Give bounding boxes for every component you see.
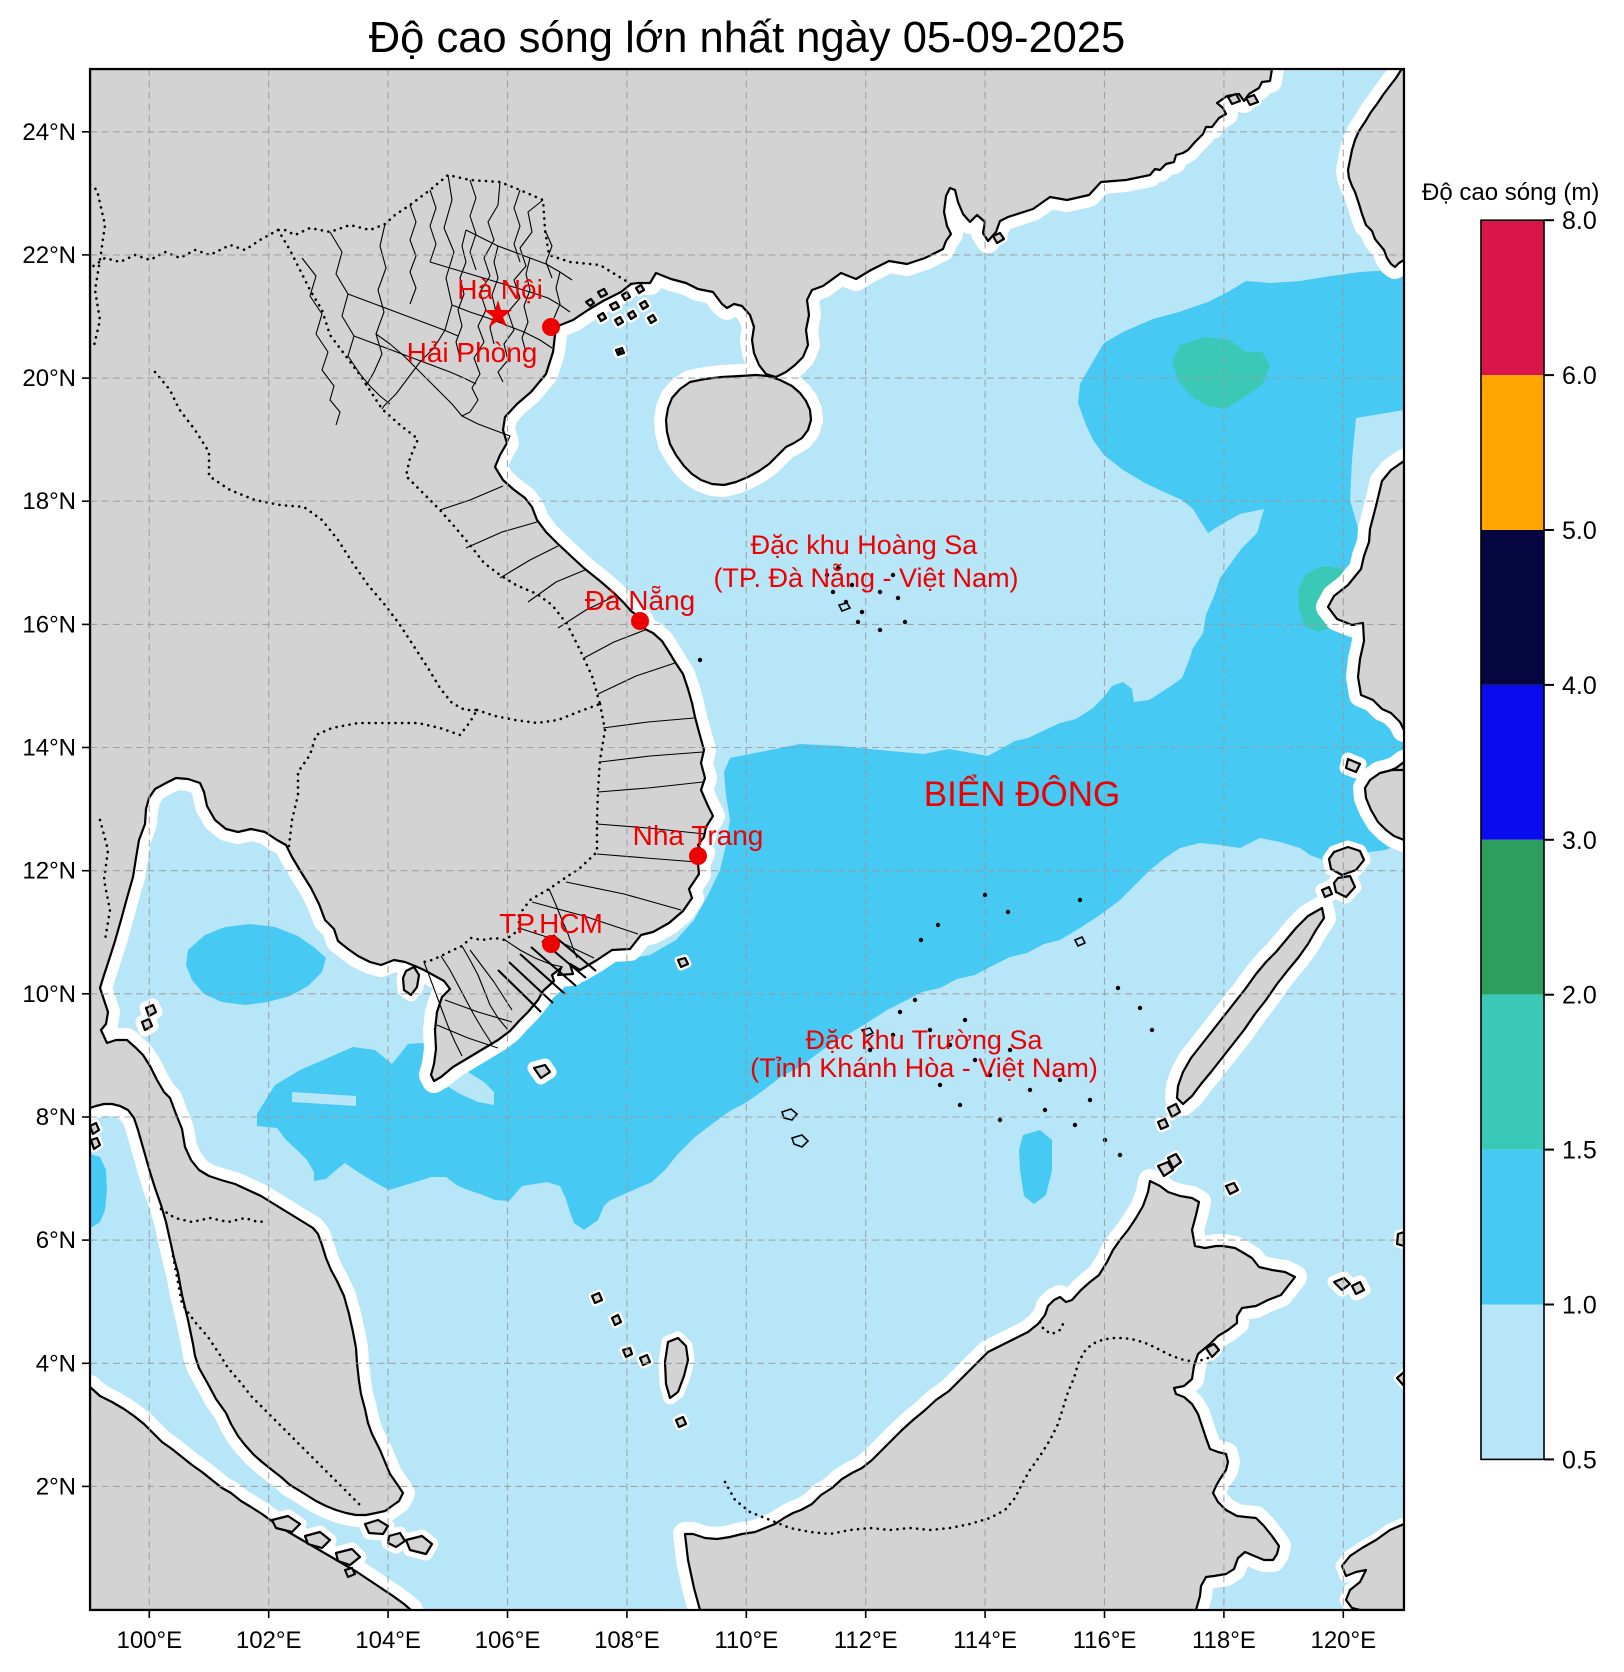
svg-text:16°N: 16°N (22, 611, 76, 638)
svg-text:102°E: 102°E (236, 1627, 302, 1654)
svg-text:14°N: 14°N (22, 735, 76, 762)
svg-text:4°N: 4°N (36, 1350, 76, 1377)
svg-text:100°E: 100°E (116, 1627, 182, 1654)
svg-text:110°E: 110°E (714, 1627, 778, 1654)
svg-text:(Tỉnh Khánh Hòa - Việt Nam): (Tỉnh Khánh Hòa - Việt Nam) (750, 1053, 1098, 1083)
svg-text:1.5: 1.5 (1562, 1137, 1597, 1165)
svg-text:112°E: 112°E (834, 1627, 898, 1654)
svg-text:22°N: 22°N (22, 242, 76, 269)
svg-text:8.0: 8.0 (1562, 207, 1597, 235)
svg-text:8°N: 8°N (36, 1104, 76, 1131)
svg-text:Độ cao sóng lớn nhất ngày 05-0: Độ cao sóng lớn nhất ngày 05-09-2025 (369, 14, 1125, 62)
svg-text:114°E: 114°E (953, 1627, 1017, 1654)
svg-text:Nha Trang: Nha Trang (633, 820, 764, 851)
svg-text:2°N: 2°N (36, 1473, 76, 1500)
svg-text:Đặc khu Hoàng Sa: Đặc khu Hoàng Sa (751, 530, 979, 560)
svg-text:24°N: 24°N (22, 119, 76, 146)
svg-text:6°N: 6°N (36, 1227, 76, 1254)
svg-text:116°E: 116°E (1073, 1627, 1137, 1654)
svg-text:4.0: 4.0 (1562, 672, 1597, 700)
svg-text:5.0: 5.0 (1562, 517, 1597, 545)
svg-text:12°N: 12°N (22, 858, 76, 885)
svg-text:0.5: 0.5 (1562, 1446, 1597, 1474)
svg-text:Đặc khu Trường Sa: Đặc khu Trường Sa (806, 1025, 1044, 1055)
svg-text:2.0: 2.0 (1562, 982, 1597, 1010)
svg-text:TP.HCM: TP.HCM (499, 908, 603, 939)
svg-text:BIỂN ĐÔNG: BIỂN ĐÔNG (924, 774, 1120, 814)
svg-text:108°E: 108°E (594, 1627, 660, 1654)
svg-text:20°N: 20°N (22, 365, 76, 392)
svg-text:1.0: 1.0 (1562, 1292, 1597, 1320)
svg-text:106°E: 106°E (475, 1627, 541, 1654)
svg-text:18°N: 18°N (22, 488, 76, 515)
svg-text:10°N: 10°N (22, 981, 76, 1008)
svg-text:Hà Nội: Hà Nội (457, 274, 543, 305)
svg-text:Độ cao sóng (m): Độ cao sóng (m) (1422, 179, 1599, 206)
svg-text:Hải Phòng: Hải Phòng (407, 337, 538, 368)
svg-text:104°E: 104°E (355, 1627, 421, 1654)
svg-text:Đà Nẵng: Đà Nẵng (585, 585, 696, 616)
svg-text:3.0: 3.0 (1562, 827, 1597, 855)
svg-text:118°E: 118°E (1192, 1627, 1256, 1654)
svg-text:(TP. Đà Nẵng - Việt Nam): (TP. Đà Nẵng - Việt Nam) (713, 562, 1018, 593)
svg-text:6.0: 6.0 (1562, 362, 1597, 390)
svg-text:120°E: 120°E (1310, 1627, 1376, 1654)
